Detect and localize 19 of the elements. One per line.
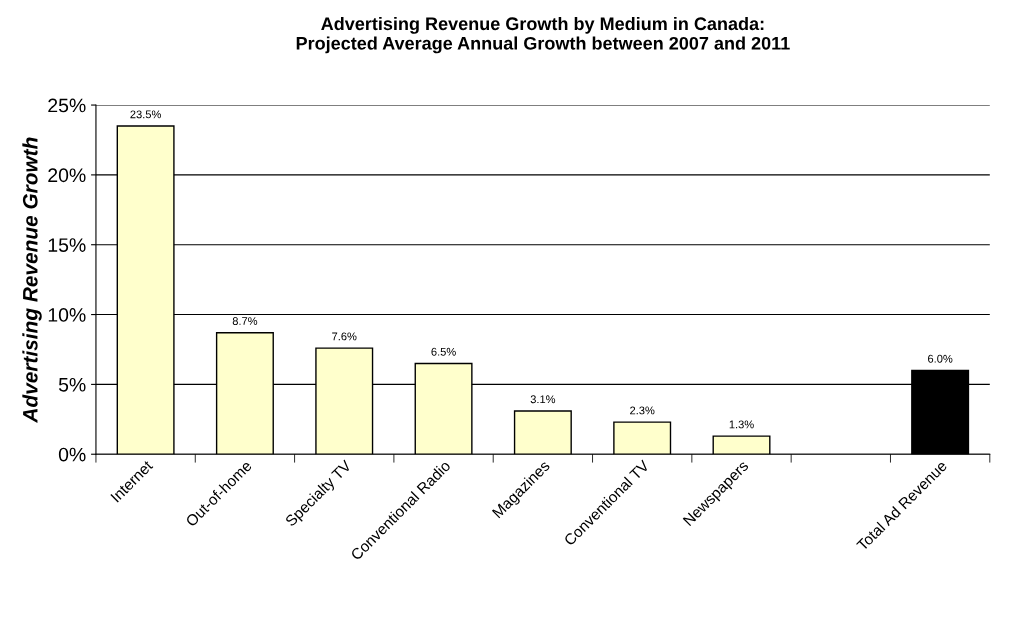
data-label: 6.0% (928, 354, 953, 363)
y-tick-label: 0% (58, 447, 86, 462)
bar (513, 410, 572, 455)
y-tick-label: 25% (48, 98, 86, 113)
data-label: 6.5% (431, 347, 456, 356)
y-tick-label: 15% (48, 238, 86, 252)
bar (613, 421, 672, 455)
chart-title: Advertising Revenue Growth by Medium in Canada: Projected Average Annual Growth between 2007 and 2011 (296, 16, 790, 54)
y-tick-label: 5% (58, 377, 86, 392)
data-label: 8.7% (232, 317, 258, 325)
data-label: 3.1% (530, 395, 556, 404)
data-label: 1.3% (729, 420, 754, 429)
data-label: 7.6% (332, 332, 357, 341)
data-label: 2.3% (630, 406, 655, 415)
y-axis-title: Advertising Revenue Growth (22, 137, 42, 424)
bar (712, 435, 771, 455)
y-tick-label: 10% (48, 308, 86, 322)
y-tick-label: 20% (48, 168, 86, 183)
data-label: 23.5% (130, 110, 161, 119)
